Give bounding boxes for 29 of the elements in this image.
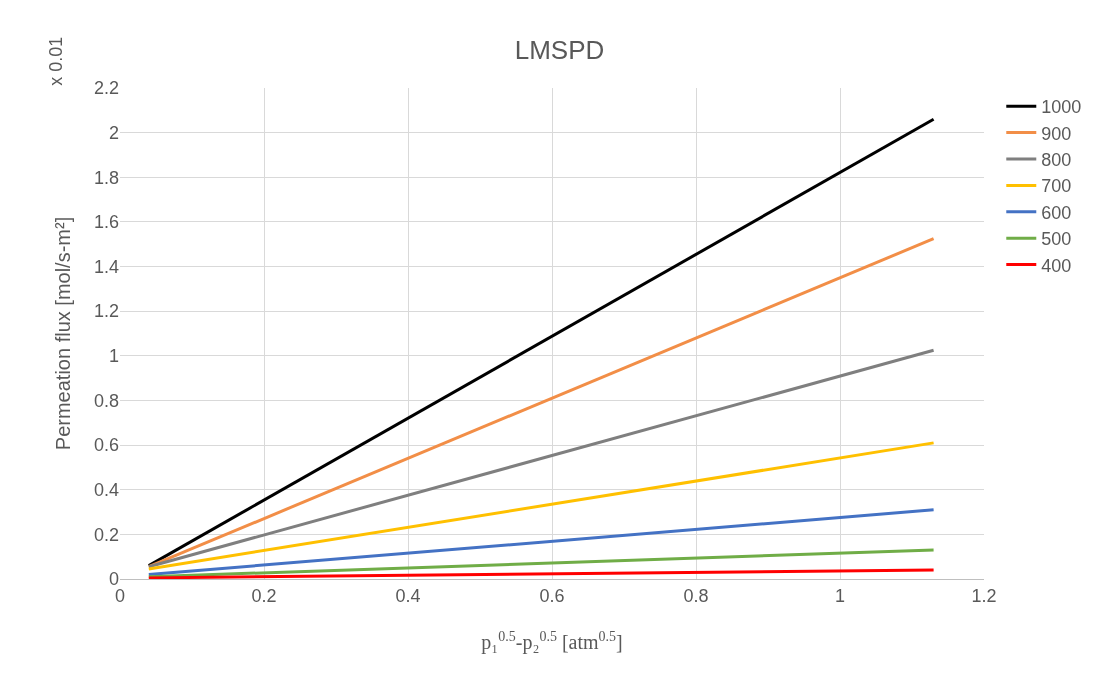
y-tick-label: 2 [108, 122, 119, 143]
y-tick-label: 1.6 [93, 212, 119, 233]
x-tick-label: 1 [834, 585, 846, 606]
y-tick-label: 1.4 [93, 256, 119, 277]
y-tick-label: 0 [108, 569, 119, 590]
y-axis-title: Permeation flux [mol/s-m²] [52, 216, 74, 451]
x-tick-label: 0.8 [683, 585, 709, 606]
y-tick-label: 0.6 [93, 435, 119, 456]
x-tick-label: 1.2 [971, 585, 997, 606]
x-tick-label: 0.6 [539, 585, 565, 606]
x-tick-label: 0.4 [395, 585, 421, 606]
legend-label: 600 [1041, 202, 1072, 223]
legend-label: 900 [1041, 123, 1072, 144]
x-axis-title: p₁$^{0.5}$-p₂$^{0.5}$ [atm$^{0.5}$] [481, 628, 623, 654]
y-tick-label: 1.8 [93, 167, 119, 188]
x-tick-label: 0.2 [251, 585, 277, 606]
legend-label: 500 [1041, 229, 1072, 250]
y-tick-label: 1 [108, 346, 119, 367]
y-tick-label: 0.4 [93, 480, 119, 501]
y-tick-label: 0.2 [93, 524, 119, 545]
text: x 0.01 [45, 36, 66, 86]
legend-label: 1000 [1041, 97, 1082, 118]
y-tick-label: 2.2 [93, 78, 119, 99]
chart-title: LMSPD [514, 35, 605, 66]
y-tick-label: 0.8 [93, 390, 119, 411]
legend-label: 800 [1041, 150, 1072, 171]
legend-label: 400 [1041, 255, 1072, 276]
legend-label: 700 [1041, 176, 1072, 197]
y-tick-label: 1.2 [93, 301, 119, 322]
